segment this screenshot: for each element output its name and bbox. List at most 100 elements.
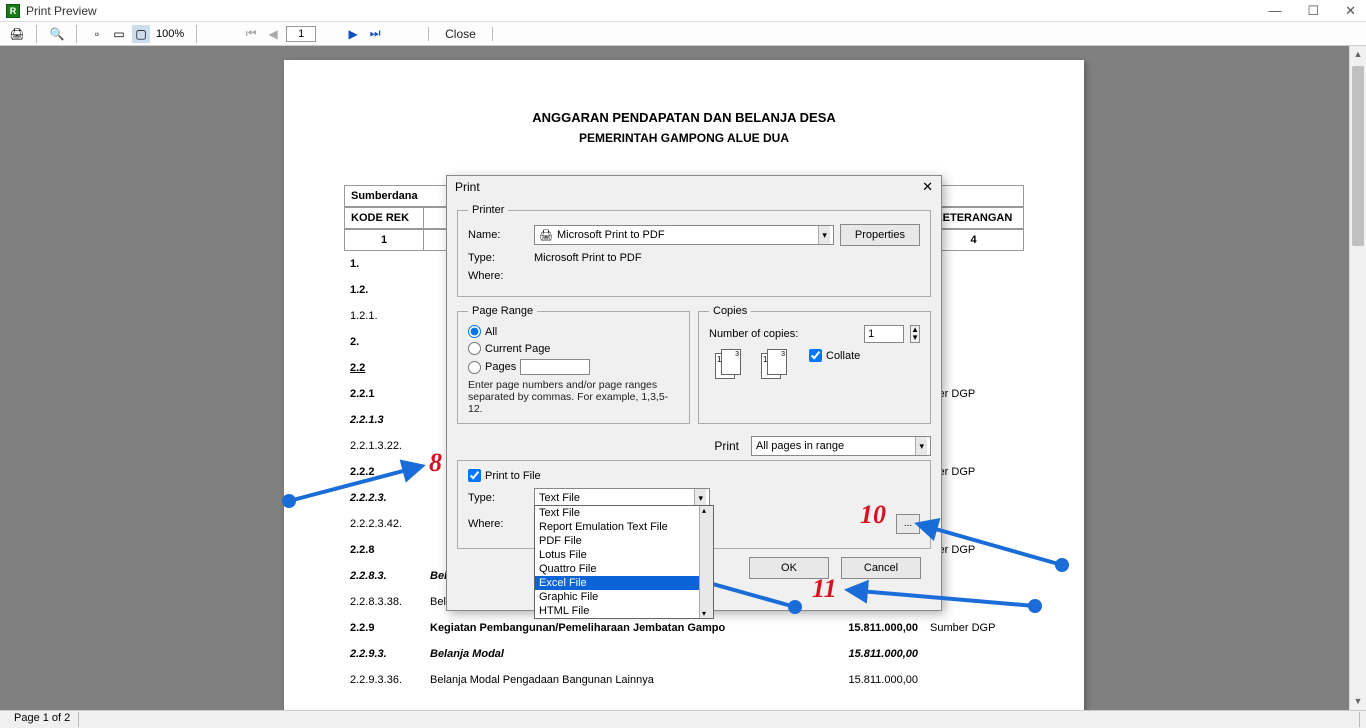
report-title-1: ANGGARAN PENDAPATAN DAN BELANJA DESA — [344, 110, 1024, 125]
report-code: 1. — [344, 254, 424, 274]
scroll-up-icon[interactable]: ▲ — [1350, 46, 1366, 63]
toolbar: 🖨 🔍 ▫ ▭ ▢ 100% ⏮ ◀ 1 ▶ ⏭ Close — [0, 22, 1366, 46]
status-page-info: Page 1 of 2 — [6, 712, 79, 727]
file-type-option[interactable]: HTML File — [535, 604, 713, 618]
name-label: Name: — [468, 229, 528, 241]
printer-group: Printer Name: 🖨Microsoft Print to PDF Pr… — [457, 204, 931, 297]
report-code: 1.2. — [344, 280, 424, 300]
print-what-label: Print — [714, 439, 739, 453]
col-num-1: 1 — [344, 230, 424, 250]
report-ket — [924, 644, 1024, 664]
vertical-scrollbar[interactable]: ▲ ▼ — [1349, 46, 1366, 710]
dialog-title: Print — [455, 180, 480, 194]
page-width-icon[interactable]: ▭ — [110, 25, 128, 43]
report-code: 2.2.2 — [344, 462, 424, 482]
pages-radio[interactable]: Pages — [468, 359, 679, 375]
file-type-option[interactable]: PDF File — [535, 534, 713, 548]
scroll-down-icon[interactable]: ▼ — [1350, 693, 1366, 710]
titlebar: R Print Preview — ☐ ✕ — [0, 0, 1366, 22]
close-window-button[interactable]: ✕ — [1341, 3, 1360, 19]
prev-page-icon[interactable]: ◀ — [264, 25, 282, 43]
report-ket — [924, 670, 1024, 690]
report-code: 2. — [344, 332, 424, 352]
where-label: Where: — [468, 270, 528, 282]
report-title-2: PEMERINTAH GAMPONG ALUE DUA — [344, 131, 1024, 145]
printer-type-value: Microsoft Print to PDF — [534, 252, 642, 264]
report-code: 2.2.8.3.38. — [344, 592, 424, 612]
maximize-button[interactable]: ☐ — [1303, 3, 1323, 19]
report-amount: 15.811.000,00 — [804, 670, 924, 690]
file-type-option[interactable]: Text File — [535, 506, 713, 520]
type-label: Type: — [468, 252, 528, 264]
col-head-1: KODE REK — [344, 208, 424, 228]
current-page-radio[interactable]: Current Page — [468, 342, 679, 355]
printer-legend: Printer — [468, 204, 508, 216]
app-icon: R — [6, 4, 20, 18]
collate-preview-icon: 13 — [709, 349, 749, 385]
print-dialog: Print ✕ Printer Name: 🖨Microsoft Print t… — [446, 175, 942, 611]
page-range-legend: Page Range — [468, 305, 537, 317]
report-code: 2.2.1.3 — [344, 410, 424, 430]
collate-checkbox[interactable]: Collate — [809, 349, 860, 362]
window-controls: — ☐ ✕ — [1264, 3, 1360, 19]
file-type-option[interactable]: Lotus File — [535, 548, 713, 562]
dropdown-scrollbar[interactable] — [699, 506, 713, 618]
copies-input[interactable] — [864, 325, 904, 343]
file-type-label: Type: — [468, 492, 528, 504]
range-hint: Enter page numbers and/or page ranges se… — [468, 379, 679, 415]
minimize-button[interactable]: — — [1264, 3, 1285, 19]
report-code: 2.2.1.3.22. — [344, 436, 424, 456]
printer-name-value: Microsoft Print to PDF — [557, 229, 665, 241]
scroll-thumb[interactable] — [1352, 66, 1364, 246]
report-code: 2.2.8.3. — [344, 566, 424, 586]
report-code: 2.2.9.3. — [344, 644, 424, 664]
print-icon[interactable]: 🖨 — [8, 25, 26, 43]
zoom-value[interactable]: 100% — [154, 28, 186, 40]
close-button[interactable]: Close — [428, 27, 493, 41]
printer-name-combo[interactable]: 🖨Microsoft Print to PDF — [534, 225, 834, 245]
report-desc: Belanja Modal — [424, 644, 804, 664]
report-code: 2.2.2.3.42. — [344, 514, 424, 534]
file-type-dropdown[interactable]: Text FileReport Emulation Text FilePDF F… — [534, 505, 714, 619]
window-title: Print Preview — [26, 4, 97, 18]
first-page-icon[interactable]: ⏮ — [242, 25, 260, 43]
copies-label: Number of copies: — [709, 328, 858, 340]
last-page-icon[interactable]: ⏭ — [366, 25, 384, 43]
whole-page-icon[interactable]: ▫ — [88, 25, 106, 43]
page-range-group: Page Range All Current Page Pages Enter … — [457, 305, 690, 424]
page-number-input[interactable]: 1 — [286, 26, 316, 42]
print-to-file-group: Print to File Type: Text File Where: ...… — [457, 460, 931, 549]
dialog-close-icon[interactable]: ✕ — [922, 179, 933, 195]
fit-icon[interactable]: ▢ — [132, 25, 150, 43]
next-page-icon[interactable]: ▶ — [344, 25, 362, 43]
browse-button[interactable]: ... — [896, 514, 920, 534]
report-code: 2.2.2.3. — [344, 488, 424, 508]
report-code: 2.2.8 — [344, 540, 424, 560]
file-type-option[interactable]: Excel File — [535, 576, 713, 590]
sumberdana-label: Sumberdana — [344, 186, 424, 206]
report-code: 2.2 — [344, 358, 424, 378]
report-code: 2.2.1 — [344, 384, 424, 404]
collate-preview-icon-2: 13 — [755, 349, 795, 385]
file-type-option[interactable]: Graphic File — [535, 590, 713, 604]
report-code: 2.2.9 — [344, 618, 424, 638]
file-type-option[interactable]: Report Emulation Text File — [535, 520, 713, 534]
report-ket: Sumber DGP — [924, 618, 1024, 638]
ok-button[interactable]: OK — [749, 557, 829, 579]
pages-input[interactable] — [520, 359, 590, 375]
cancel-button[interactable]: Cancel — [841, 557, 921, 579]
properties-button[interactable]: Properties — [840, 224, 920, 246]
copies-legend: Copies — [709, 305, 751, 317]
report-desc: Kegiatan Pembangunan/Pemeliharaan Jembat… — [424, 618, 804, 638]
copies-group: Copies Number of copies: ▲▼ 13 13 Collat… — [698, 305, 931, 424]
file-where-label: Where: — [468, 518, 528, 530]
all-radio[interactable]: All — [468, 325, 679, 338]
search-icon[interactable]: 🔍 — [48, 25, 66, 43]
report-code: 1.2.1. — [344, 306, 424, 326]
report-amount: 15.811.000,00 — [804, 618, 924, 638]
print-what-combo[interactable]: All pages in range — [751, 436, 931, 456]
copies-down-icon[interactable]: ▼ — [911, 334, 919, 342]
report-amount: 15.811.000,00 — [804, 644, 924, 664]
file-type-option[interactable]: Quattro File — [535, 562, 713, 576]
print-to-file-checkbox[interactable]: Print to File — [468, 469, 920, 482]
